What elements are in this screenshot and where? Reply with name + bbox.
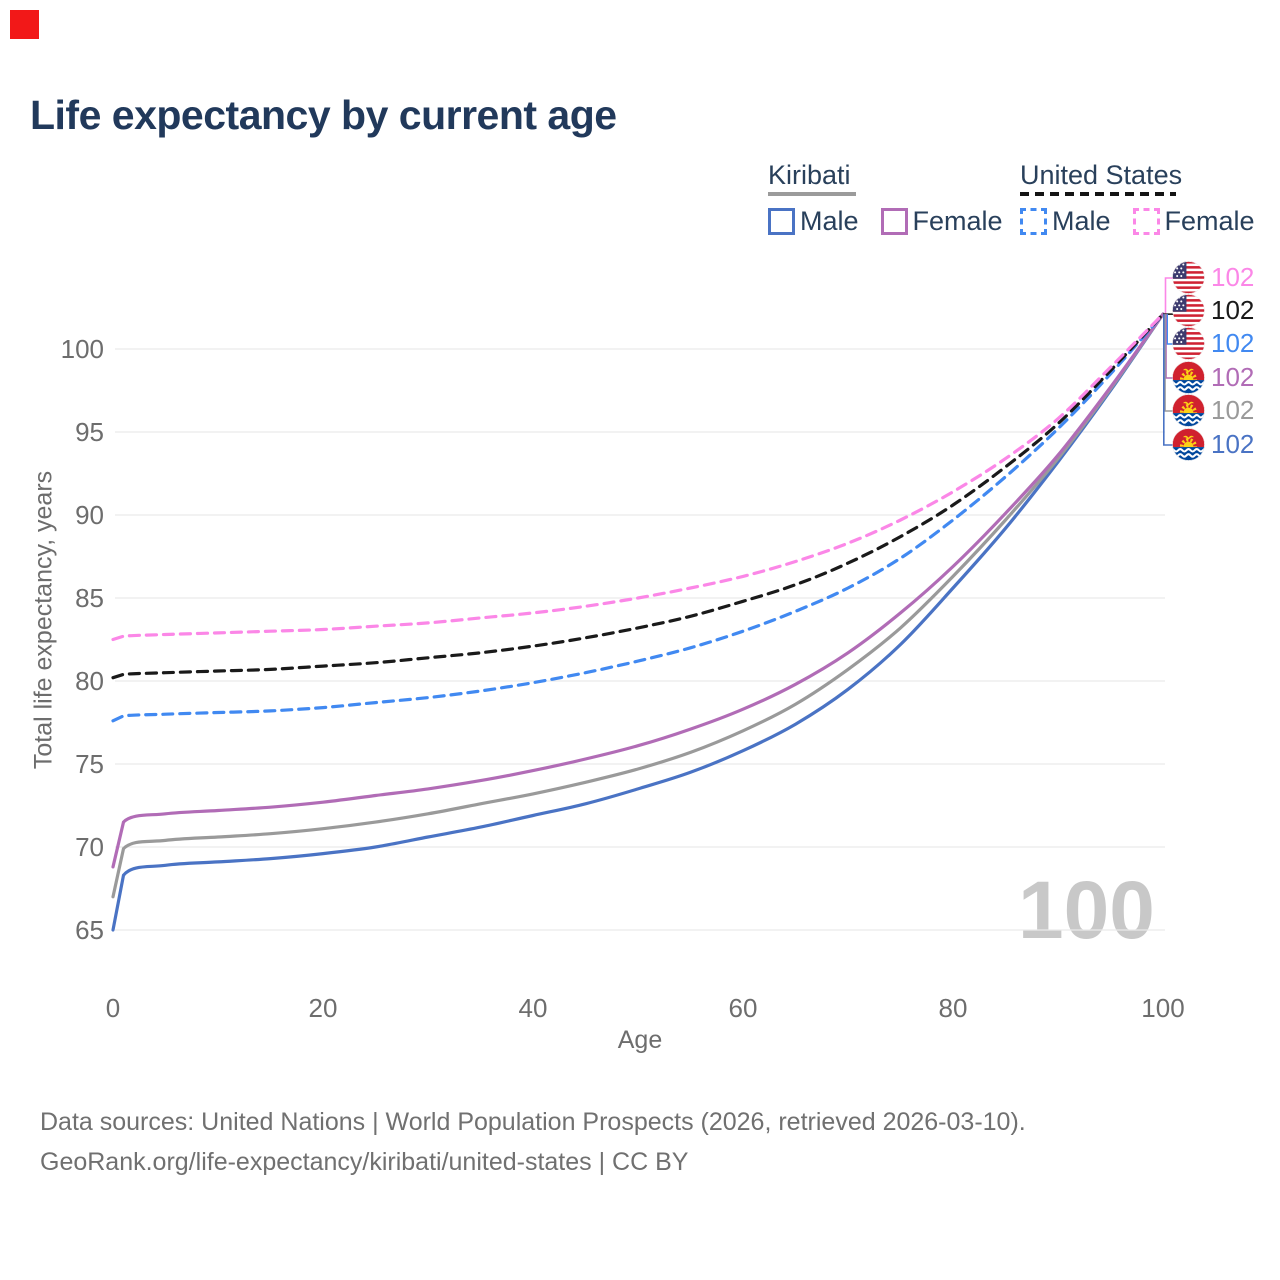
us-flag-icon bbox=[1172, 327, 1205, 360]
legend-item-kiribati-female[interactable]: Female bbox=[880, 206, 1003, 237]
footer-data-sources: Data sources: United Nations | World Pop… bbox=[40, 1108, 1026, 1136]
legend-linekey-solid bbox=[768, 192, 856, 196]
series-line-kiribati-both bbox=[111, 312, 1165, 899]
legend-group-kiribati: Kiribati Male Female bbox=[768, 160, 1025, 237]
y-tick-label: 75 bbox=[75, 749, 104, 779]
legend-item-label: Female bbox=[912, 206, 1003, 236]
legend-item-label: Male bbox=[800, 206, 859, 236]
legend-item-label: Female bbox=[1164, 206, 1255, 236]
x-axis-title: Age bbox=[617, 1026, 663, 1054]
kiribati-female-swatch-icon bbox=[880, 208, 908, 235]
series-line-us-male bbox=[111, 312, 1165, 723]
legend-item-us-female[interactable]: Female bbox=[1132, 206, 1255, 237]
kiribati-flag-icon bbox=[1172, 428, 1205, 461]
end-label-value: 102 bbox=[1211, 295, 1255, 325]
legend-item-kiribati-male[interactable]: Male bbox=[768, 206, 859, 237]
legend-linekey-dashed bbox=[1020, 192, 1176, 196]
end-label-leader bbox=[1166, 314, 1174, 345]
end-label-leader bbox=[1163, 314, 1174, 446]
series-line-kiribati-female bbox=[111, 312, 1165, 869]
y-tick-label: 65 bbox=[75, 915, 104, 945]
end-label-leader bbox=[1165, 314, 1174, 379]
x-tick-label: 0 bbox=[105, 993, 121, 1023]
kiribati-male-swatch-icon bbox=[768, 208, 795, 235]
us-female-swatch-icon bbox=[1132, 208, 1160, 235]
y-tick-label: 70 bbox=[75, 832, 104, 862]
us-flag-icon bbox=[1172, 261, 1205, 294]
x-tick-label: 100 bbox=[1141, 993, 1185, 1023]
end-label-row: 102 bbox=[1172, 394, 1254, 427]
end-label-value: 102 bbox=[1211, 362, 1255, 392]
y-tick-label: 90 bbox=[75, 500, 104, 530]
end-label-row: 102 bbox=[1172, 261, 1254, 294]
end-label-value: 102 bbox=[1211, 395, 1255, 425]
us-male-swatch-icon bbox=[1020, 208, 1047, 235]
legend-item-label: Male bbox=[1052, 206, 1111, 236]
legend-country-united-states: United States bbox=[1020, 160, 1183, 190]
series-line-us-both bbox=[111, 312, 1165, 680]
end-label-row: 102 bbox=[1172, 361, 1254, 394]
end-label-row: 102 bbox=[1172, 327, 1254, 360]
x-tick-label: 60 bbox=[728, 993, 758, 1023]
kiribati-flag-icon bbox=[1172, 361, 1205, 394]
end-label-value: 102 bbox=[1211, 328, 1255, 358]
x-tick-label: 80 bbox=[938, 993, 968, 1023]
end-label-leader bbox=[1164, 314, 1174, 412]
watermark-age-100: 100 bbox=[1018, 865, 1155, 956]
y-tick-label: 95 bbox=[75, 417, 104, 447]
x-tick-label: 40 bbox=[518, 993, 548, 1023]
y-tick-label: 80 bbox=[75, 666, 104, 696]
legend-country-kiribati: Kiribati bbox=[768, 160, 851, 190]
end-label-value: 102 bbox=[1211, 262, 1255, 292]
footer-attribution-link: GeoRank.org/life-expectancy/kiribati/uni… bbox=[40, 1148, 689, 1176]
end-label-row: 102 bbox=[1172, 428, 1254, 461]
legend-group-united-states: United States Male Female bbox=[1020, 160, 1277, 237]
y-tick-label: 85 bbox=[75, 583, 104, 613]
series-line-us-female bbox=[111, 312, 1165, 642]
end-label-row: 102 bbox=[1172, 294, 1254, 327]
series-line-kiribati-male bbox=[111, 312, 1165, 932]
legend-item-us-male[interactable]: Male bbox=[1020, 206, 1111, 237]
end-label-value: 102 bbox=[1211, 429, 1255, 459]
kiribati-flag-icon bbox=[1172, 394, 1205, 427]
red-marker bbox=[10, 10, 39, 39]
x-tick-label: 20 bbox=[308, 993, 338, 1023]
us-flag-icon bbox=[1172, 294, 1205, 327]
y-tick-label: 100 bbox=[60, 334, 104, 364]
end-label-leader bbox=[1164, 277, 1174, 315]
page-title: Life expectancy by current age bbox=[30, 92, 617, 138]
